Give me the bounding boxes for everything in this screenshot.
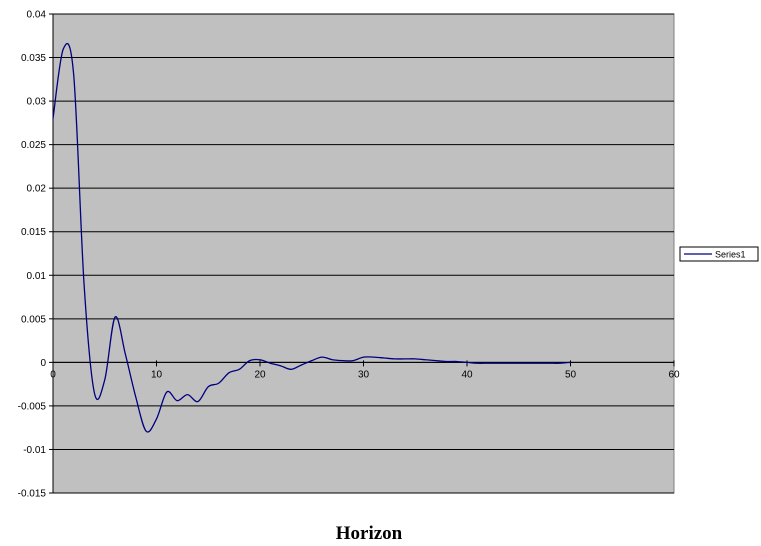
grid-lines: [53, 13, 674, 494]
x-tick-label: 30: [358, 369, 370, 380]
y-tick-label: 0.025: [21, 140, 46, 151]
x-tick-label: 10: [151, 369, 163, 380]
y-tick-label: 0.04: [27, 10, 47, 21]
y-tick-label: 0.01: [27, 271, 47, 282]
y-tick-label: 0.03: [27, 97, 47, 108]
y-tick-label: 0.015: [21, 227, 46, 238]
y-tick-label: -0.015: [18, 489, 47, 500]
series-line-1: [52, 42, 571, 433]
legend: Series1: [679, 246, 759, 262]
x-tick-label: 60: [668, 369, 680, 380]
axes: -0.015 -0.01 -0.005 0 0.005 0.01 0.015 0.02 0.02…: [18, 10, 680, 500]
y-tick-label: 0: [40, 358, 46, 369]
x-tick-label: 0: [50, 369, 56, 380]
legend-label-series1: Series1: [715, 250, 746, 260]
x-axis-title: Horizon: [336, 523, 403, 544]
y-tick-label: 0.005: [21, 314, 46, 325]
y-tick-label: -0.005: [18, 401, 47, 412]
x-tick-label: 50: [565, 369, 577, 380]
x-tick-label: 20: [254, 369, 266, 380]
y-tick-label: -0.01: [23, 445, 46, 456]
series-lines: [52, 42, 571, 433]
x-tick-label: 40: [461, 369, 473, 380]
y-tick-label: 0.02: [27, 184, 47, 195]
legend-box: [679, 246, 759, 262]
plot-area: [52, 13, 675, 494]
y-tick-label: 0.035: [21, 53, 46, 64]
